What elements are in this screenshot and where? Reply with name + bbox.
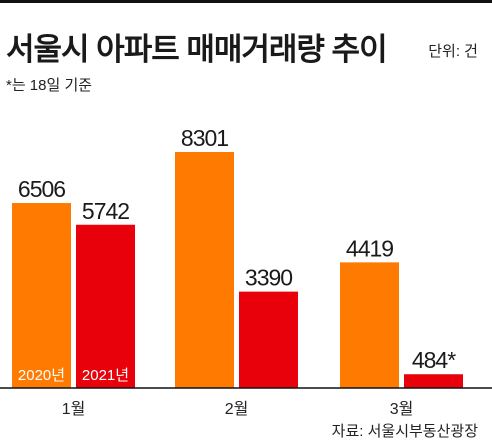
x-tick-label: 1월	[62, 400, 86, 418]
data-label: 4419	[346, 235, 393, 261]
legend-label-2021: 2021년	[82, 367, 129, 384]
data-label: 3390	[245, 265, 292, 291]
data-label: 5742	[82, 198, 129, 224]
legend-label-2020: 2020년	[18, 367, 65, 384]
bar-2021-1	[76, 224, 135, 388]
top-rule	[0, 0, 492, 3]
data-label: 6506	[18, 176, 65, 202]
bar-2020-3	[340, 262, 399, 388]
bar-2020-2	[175, 152, 234, 388]
x-tick-label: 2월	[225, 400, 249, 418]
data-label: 8301	[181, 125, 228, 151]
chart-title: 서울시 아파트 매매거래량 추이	[6, 32, 388, 67]
x-tick-label: 3월	[390, 400, 414, 418]
unit-label: 단위: 건	[428, 43, 478, 60]
source-label: 자료: 서울시부동산광장	[331, 423, 478, 440]
footnote: *는 18일 기준	[6, 77, 93, 94]
data-label: 484*	[412, 347, 456, 373]
bar-2021-2	[239, 291, 298, 388]
bar-2021-3	[404, 374, 463, 388]
bar-2020-1	[12, 203, 71, 388]
